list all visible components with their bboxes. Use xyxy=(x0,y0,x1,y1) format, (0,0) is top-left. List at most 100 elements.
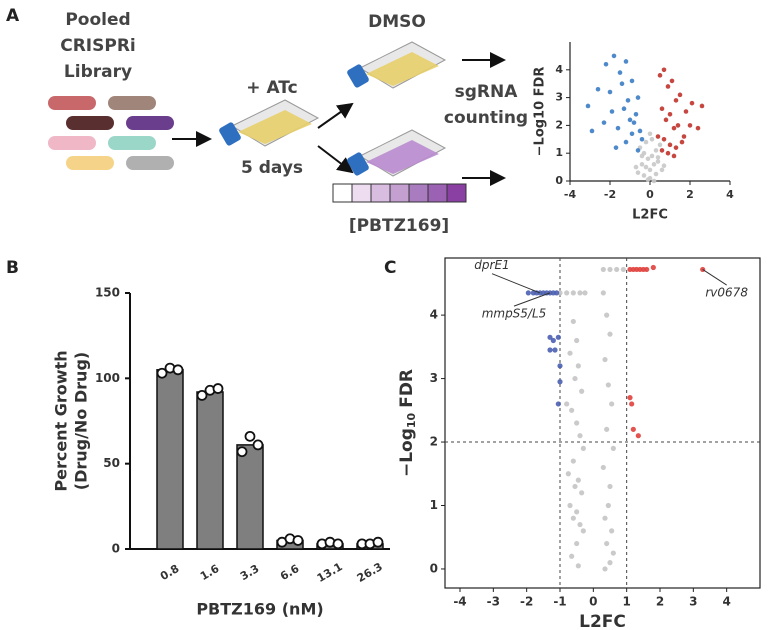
x-tick-label: -4 xyxy=(453,595,466,609)
x-tick-label: 1 xyxy=(622,595,630,609)
point xyxy=(635,148,641,153)
point xyxy=(673,98,679,103)
point xyxy=(607,89,613,95)
point xyxy=(570,290,576,296)
library-label: CRISPRi xyxy=(60,36,136,56)
point xyxy=(671,125,677,131)
point xyxy=(567,502,573,509)
point xyxy=(635,433,641,439)
point xyxy=(547,334,553,340)
point xyxy=(621,106,627,112)
duration-label: 5 days xyxy=(241,158,303,178)
point xyxy=(575,363,581,369)
y-tick-label: 150 xyxy=(95,286,120,300)
point xyxy=(669,78,675,84)
replicate-point xyxy=(236,446,248,458)
point xyxy=(635,95,641,100)
x-tick-label: 2 xyxy=(656,595,664,609)
point xyxy=(635,170,641,175)
point xyxy=(683,109,689,114)
annotation-leader xyxy=(702,269,727,286)
point xyxy=(639,153,645,159)
point xyxy=(605,382,611,388)
point xyxy=(655,155,661,160)
point xyxy=(659,106,665,112)
point xyxy=(681,134,687,139)
point xyxy=(631,120,637,125)
x-tick-label: 3.3 xyxy=(238,562,261,583)
y-axis-label: −Log10 FDR xyxy=(397,369,418,477)
point xyxy=(602,515,608,521)
flask xyxy=(347,41,447,89)
control-label: DMSO xyxy=(368,12,426,32)
point xyxy=(673,145,679,150)
point xyxy=(575,563,581,569)
replicate-point xyxy=(156,367,168,379)
point xyxy=(665,84,671,89)
bar xyxy=(196,391,224,550)
treatment-label: + ATc xyxy=(246,78,297,98)
point xyxy=(564,401,570,407)
point xyxy=(661,163,667,169)
point xyxy=(555,401,561,407)
point xyxy=(659,148,665,153)
y-tick-label: 50 xyxy=(103,456,120,470)
point xyxy=(554,290,560,296)
point xyxy=(567,350,573,356)
point xyxy=(649,137,655,142)
point xyxy=(575,477,581,483)
point xyxy=(604,426,610,432)
point xyxy=(633,164,639,170)
point xyxy=(650,264,656,271)
y-tick-label: 4 xyxy=(430,308,438,322)
point xyxy=(580,445,586,451)
point xyxy=(677,92,683,98)
replicate-point xyxy=(244,430,256,442)
point xyxy=(601,120,607,125)
x-tick-label: 0.8 xyxy=(158,562,181,583)
drug-label: [PBTZ169] xyxy=(349,216,449,236)
point xyxy=(629,401,635,407)
y-tick-label: 100 xyxy=(95,371,120,385)
point xyxy=(577,290,583,296)
arrow xyxy=(317,102,354,129)
y-axis-label-sub: 10 xyxy=(405,412,418,428)
point xyxy=(580,528,586,534)
point xyxy=(611,53,617,59)
point xyxy=(600,464,606,471)
point xyxy=(613,145,619,150)
library-label: Library xyxy=(64,62,132,82)
point xyxy=(619,81,625,86)
point xyxy=(675,123,681,128)
point xyxy=(604,540,610,547)
point xyxy=(663,117,669,123)
panel-label: C xyxy=(384,258,396,278)
point xyxy=(639,137,645,142)
x-axis-label: L2FC xyxy=(579,612,626,630)
point xyxy=(630,426,636,432)
point xyxy=(625,98,631,103)
point xyxy=(614,266,620,273)
point xyxy=(644,266,650,273)
point xyxy=(609,109,615,114)
point xyxy=(602,566,608,572)
point xyxy=(569,407,575,413)
x-tick-label: -4 xyxy=(564,188,577,201)
y-tick-label: 2 xyxy=(430,435,438,449)
plot-frame xyxy=(444,257,761,589)
y-tick-label: 2 xyxy=(555,118,563,131)
x-axis-label: PBTZ169 (nM) xyxy=(196,600,323,619)
point xyxy=(655,134,661,139)
point xyxy=(661,67,667,73)
point xyxy=(657,73,663,78)
library-tubes xyxy=(48,96,174,170)
point xyxy=(557,379,563,385)
flask xyxy=(219,99,320,147)
annotation: rv0678 xyxy=(705,286,748,300)
point xyxy=(557,363,563,369)
diagram: Pooled CRISPRi Library + ATc 5 days DMSO xyxy=(48,10,528,236)
concentration-scale xyxy=(332,183,467,203)
y-tick-label: 1 xyxy=(555,146,563,159)
replicate-point xyxy=(172,364,184,376)
point xyxy=(671,153,677,159)
